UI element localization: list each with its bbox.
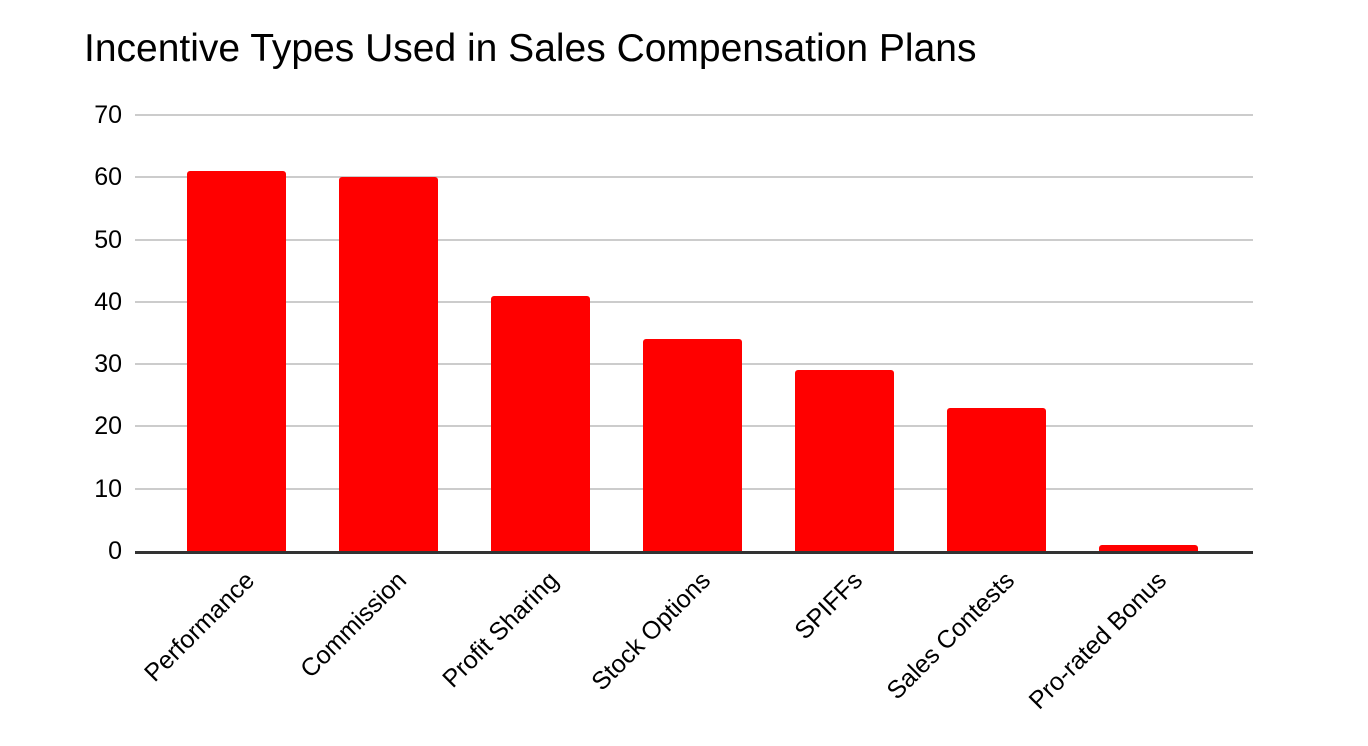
y-axis-tick-label: 20	[94, 412, 122, 441]
y-axis-tick-label: 60	[94, 163, 122, 192]
x-axis-line	[135, 551, 1253, 554]
gridline	[135, 176, 1253, 179]
bar-pro-rated-bonus	[1098, 544, 1198, 551]
y-axis-tick-label: 30	[94, 350, 122, 379]
bar-performance	[186, 171, 286, 551]
bar-commission	[338, 177, 438, 551]
gridline	[135, 114, 1253, 116]
bar-stock-options	[642, 339, 742, 551]
bar-profit-sharing	[490, 295, 590, 551]
chart-title: Incentive Types Used in Sales Compensati…	[84, 27, 977, 70]
y-axis-tick-label: 70	[94, 101, 122, 129]
y-axis-tick-label: 10	[94, 474, 122, 503]
x-axis-label: Performance	[139, 566, 261, 688]
bar-sales-contests	[946, 407, 1046, 551]
y-axis-tick-label: 40	[94, 287, 122, 316]
y-axis-tick-label: 50	[94, 225, 122, 254]
y-axis-tick-label: 0	[108, 537, 122, 565]
bar-spiffs	[794, 370, 894, 551]
gridline	[135, 300, 1253, 303]
gridline	[135, 238, 1253, 241]
